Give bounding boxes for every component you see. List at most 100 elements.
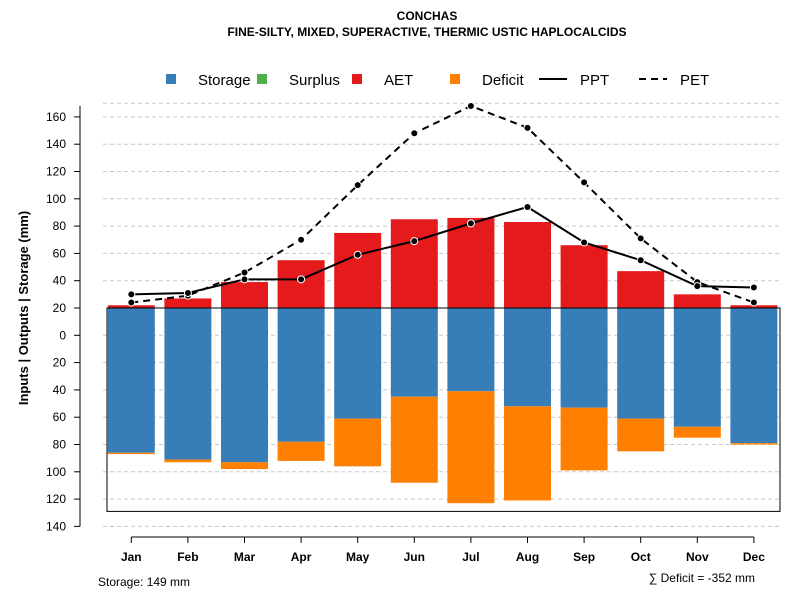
pet-line-point [523, 123, 532, 132]
x-tick-label: Feb [177, 550, 198, 564]
storage-bar [107, 308, 155, 453]
aet-bar [221, 282, 268, 308]
aet-bar [390, 219, 438, 308]
deficit-bar [560, 407, 608, 471]
ppt-line-point [580, 238, 589, 247]
deficit-bar [617, 418, 665, 452]
aet-bar [730, 305, 778, 308]
deficit-bar [164, 459, 212, 463]
storage-bar [390, 308, 438, 397]
storage-bar [277, 308, 325, 442]
deficit-bar [673, 426, 721, 438]
deficit-bar [730, 443, 778, 445]
aet-bar [560, 245, 608, 308]
y-tick-label: 20 [53, 301, 67, 315]
storage-footer: Storage: 149 mm [98, 575, 190, 589]
aet-bar [277, 260, 325, 308]
deficit-footer: ∑ Deficit = -352 mm [649, 571, 755, 585]
storage-bar [164, 308, 212, 460]
x-tick-label: Mar [234, 550, 256, 564]
deficit-bar [277, 441, 325, 461]
y-tick-label: 60 [53, 246, 67, 260]
ppt-line-point [183, 288, 192, 297]
storage-bar [560, 308, 608, 408]
y-tick-label: 20 [53, 356, 67, 370]
x-tick-label: Dec [743, 550, 765, 564]
y-tick-label: 120 [46, 492, 66, 506]
aet-bar [334, 232, 382, 308]
storage-bar [334, 308, 382, 419]
ppt-line-point [466, 219, 475, 228]
ppt-line-point [297, 275, 306, 284]
y-tick-label: 40 [53, 274, 67, 288]
y-axis-label: Inputs | Outputs | Storage (mm) [16, 211, 31, 405]
storage-bar [730, 308, 778, 444]
series-lines [127, 101, 758, 307]
storage-bar [504, 308, 551, 407]
pet-line-point [580, 178, 589, 187]
pet-line-point [466, 101, 475, 110]
pet-line-point [636, 234, 645, 243]
deficit-bar [447, 391, 495, 504]
legend-swatch-aet [352, 74, 362, 84]
ppt-line-point [353, 250, 362, 259]
y-tick-label: 40 [53, 383, 67, 397]
x-tick-label: Aug [516, 550, 539, 564]
legend-label-pet: PET [680, 72, 709, 89]
deficit-bar [107, 452, 155, 455]
ppt-line [131, 205, 754, 296]
ppt-line-point [636, 256, 645, 265]
y-tick-label: 60 [53, 410, 67, 424]
y-tick-label: 80 [53, 219, 67, 233]
x-tick-label: Apr [291, 550, 312, 564]
y-axis: 160 140 120 100 80 60 40 20 0 20 40 60 80 100 120 140 [46, 105, 81, 533]
deficit-bar [221, 462, 268, 470]
ppt-line-point [410, 237, 419, 246]
aet-bar [107, 305, 155, 308]
gridlines [103, 102, 782, 527]
pet-line-point [353, 181, 362, 190]
legend: Storage Surplus AET Deficit PPT PET [166, 72, 709, 89]
chart-subtitle: FINE-SILTY, MIXED, SUPERACTIVE, THERMIC … [227, 25, 626, 39]
x-axis: Jan Feb Mar Apr May Jun Jul Aug Sep Oct Nov Dec [121, 536, 765, 564]
y-tick-label: 0 [59, 328, 66, 342]
legend-swatch-surplus [257, 74, 267, 84]
x-tick-label: Jun [404, 550, 425, 564]
deficit-bar [334, 418, 382, 467]
legend-label-storage: Storage [198, 72, 251, 89]
pet-line-point [240, 268, 249, 277]
aet-bar [617, 271, 665, 308]
legend-swatch-deficit [450, 74, 460, 84]
y-tick-label: 100 [46, 465, 66, 479]
x-tick-label: Jan [121, 550, 142, 564]
y-tick-label: 120 [46, 165, 66, 179]
y-tick-label: 160 [46, 110, 66, 124]
x-tick-label: Nov [686, 550, 709, 564]
chart-title: CONCHAS [397, 9, 458, 23]
legend-label-aet: AET [384, 72, 413, 89]
ppt-line-point [240, 275, 249, 284]
storage-bar [673, 308, 721, 427]
legend-label-surplus: Surplus [289, 72, 340, 89]
x-tick-label: May [346, 550, 370, 564]
aet-bar [504, 222, 551, 308]
ppt-line-point [523, 202, 532, 211]
y-tick-label: 100 [46, 192, 66, 206]
bars [106, 217, 781, 512]
aet-bar [447, 217, 495, 308]
x-tick-label: Sep [573, 550, 595, 564]
pet-line-point [297, 235, 306, 244]
aet-bar [673, 294, 721, 308]
y-tick-label: 140 [46, 519, 66, 533]
storage-bar [221, 308, 268, 463]
pet-line-point [410, 129, 419, 138]
deficit-bar [504, 406, 551, 501]
storage-bar [447, 308, 495, 392]
deficit-bar [390, 396, 438, 483]
ppt-line-point [127, 290, 136, 299]
pet-line-point [127, 298, 136, 307]
y-tick-label: 80 [53, 438, 67, 452]
ppt-line-point [693, 282, 702, 291]
pet-line-point [749, 298, 758, 307]
